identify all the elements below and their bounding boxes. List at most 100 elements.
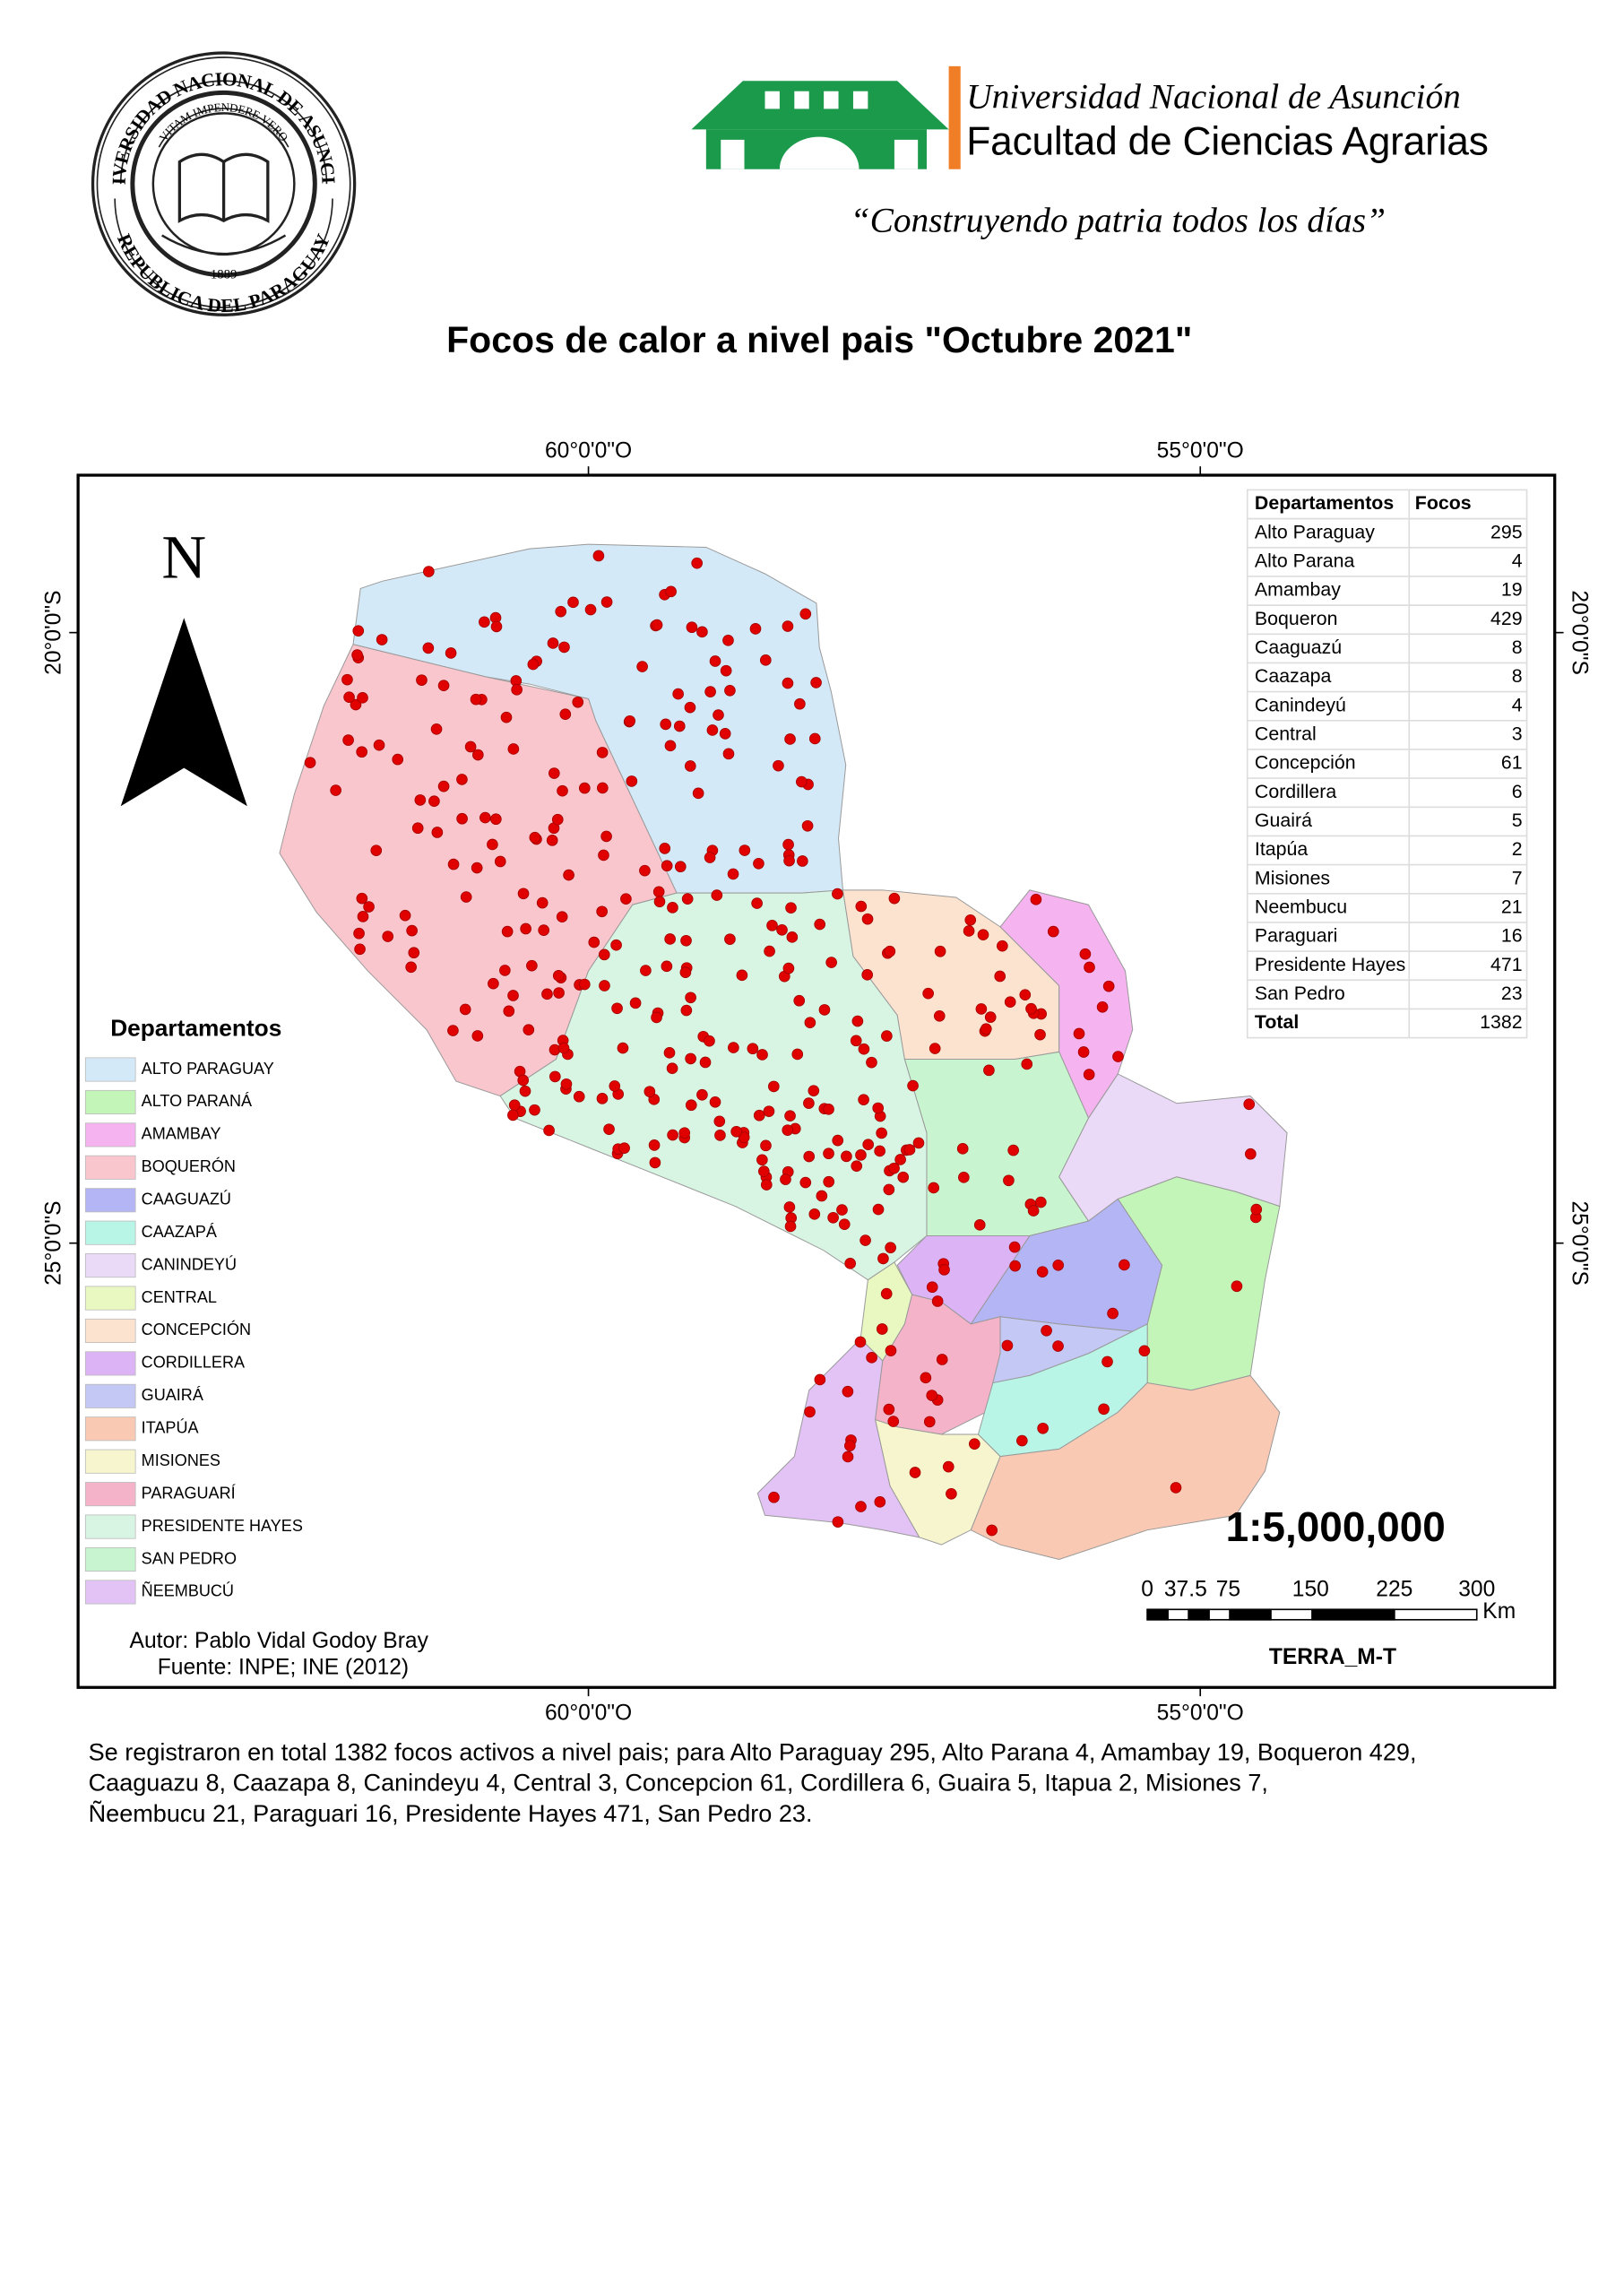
- scale-labels: 0 37.5 75 150 225 300: [1141, 1577, 1495, 1601]
- fire-point: [517, 888, 530, 900]
- fire-point: [1016, 1434, 1028, 1447]
- fire-point: [1037, 1422, 1049, 1434]
- fire-point: [507, 1109, 519, 1122]
- fire-point: [370, 844, 383, 856]
- table-cell: Caaguazú: [1255, 637, 1342, 658]
- fire-point: [659, 843, 671, 854]
- legend-swatch: [84, 1546, 136, 1572]
- table-cell: Caazapa: [1255, 665, 1332, 687]
- fire-point: [549, 1070, 561, 1083]
- fire-point: [1245, 1148, 1257, 1160]
- fire-point: [920, 1372, 932, 1384]
- table-cell: Alto Paraguay: [1255, 521, 1375, 542]
- fire-point: [696, 626, 708, 638]
- fire-point: [304, 757, 316, 769]
- table-cell: 61: [1501, 752, 1523, 774]
- legend-label: CANINDEYÚ: [142, 1254, 237, 1273]
- fire-point: [598, 849, 609, 862]
- fire-point: [507, 990, 519, 1001]
- fire-point: [553, 987, 565, 999]
- fire-point: [563, 869, 574, 881]
- table-cell: 16: [1501, 925, 1523, 947]
- fire-point: [964, 914, 977, 926]
- fire-point: [686, 621, 698, 634]
- legend-label: ITAPÚA: [142, 1418, 199, 1437]
- fire-point: [490, 813, 502, 826]
- fire-point: [600, 830, 612, 843]
- region-neembucu: [756, 1338, 920, 1538]
- table-cell: 4: [1512, 550, 1523, 572]
- fire-point: [357, 692, 368, 704]
- fire-point: [888, 1162, 900, 1174]
- fire-point: [572, 696, 584, 708]
- fire-point: [471, 1030, 484, 1042]
- focus-table: Departamentos Focos Alto Paraguay 295 Alto P…: [1246, 489, 1528, 1039]
- fire-point: [799, 608, 812, 620]
- fire-point: [838, 1218, 851, 1230]
- fire-point: [942, 1460, 955, 1473]
- source: Fuente: INPE; INE (2012): [158, 1655, 409, 1679]
- fire-point: [997, 940, 1008, 952]
- fire-point: [494, 855, 506, 868]
- fire-point: [851, 1015, 864, 1027]
- fire-point: [803, 1150, 816, 1163]
- fire-point: [816, 1190, 828, 1202]
- table-cell: Paraguari: [1255, 925, 1337, 947]
- table-cell: Amambay: [1255, 579, 1341, 601]
- fire-point: [1107, 1307, 1119, 1320]
- fire-point: [1021, 1058, 1033, 1070]
- fire-point: [763, 1105, 775, 1117]
- legend-label: CAAGUAZÚ: [142, 1190, 231, 1208]
- lat-label: 20°0'0"S: [41, 590, 65, 674]
- seal-year: 1889: [211, 267, 238, 281]
- fire-point: [872, 1102, 885, 1114]
- fire-point: [760, 1179, 773, 1191]
- fire-point: [776, 923, 788, 936]
- legend-swatch: [84, 1580, 136, 1605]
- fire-point: [692, 787, 704, 800]
- fire-point: [681, 893, 694, 905]
- fire-point: [784, 1110, 796, 1122]
- fire-point: [881, 1030, 893, 1042]
- fire-point: [711, 889, 723, 901]
- table-cell: Guairá: [1255, 810, 1312, 831]
- fire-point: [618, 1142, 630, 1154]
- fire-point: [1077, 1046, 1090, 1058]
- fire-point: [861, 969, 874, 981]
- legend-label: PRESIDENTE HAYES: [142, 1517, 303, 1535]
- fire-point: [479, 616, 490, 628]
- fire-point: [827, 1211, 839, 1224]
- fire-point: [538, 924, 549, 936]
- description: Se registraron en total 1382 focos activ…: [89, 1737, 1417, 1827]
- fire-point: [783, 854, 795, 867]
- legend-title: Departamentos: [110, 1015, 281, 1042]
- fire-point: [536, 896, 549, 909]
- fire-point: [354, 943, 366, 956]
- fire-point: [1034, 1028, 1046, 1041]
- legend-label: CORDILLERA: [142, 1354, 245, 1372]
- north-arrow: [120, 618, 247, 807]
- fire-point: [552, 970, 565, 982]
- fire-point: [880, 1287, 893, 1300]
- fire-point: [713, 1115, 726, 1128]
- fire-point: [597, 782, 609, 794]
- fire-point: [784, 733, 796, 745]
- fire-point: [804, 1406, 816, 1418]
- fire-point: [644, 1086, 656, 1097]
- fire-point: [832, 1134, 844, 1147]
- fire-point: [720, 664, 732, 677]
- north-label: N: [161, 523, 206, 591]
- table-cell: Focos: [1415, 492, 1472, 514]
- scale-label: 225: [1376, 1577, 1412, 1601]
- fire-point: [663, 1047, 676, 1059]
- fire-point: [727, 868, 739, 880]
- fire-point: [578, 978, 591, 991]
- legend-label: BOQUERÓN: [142, 1156, 236, 1175]
- fire-point: [1084, 961, 1095, 974]
- fire-point: [428, 795, 440, 808]
- fire-point: [673, 720, 686, 732]
- fire-point: [1009, 1260, 1021, 1272]
- fire-point: [825, 957, 837, 968]
- fire-point: [679, 966, 692, 979]
